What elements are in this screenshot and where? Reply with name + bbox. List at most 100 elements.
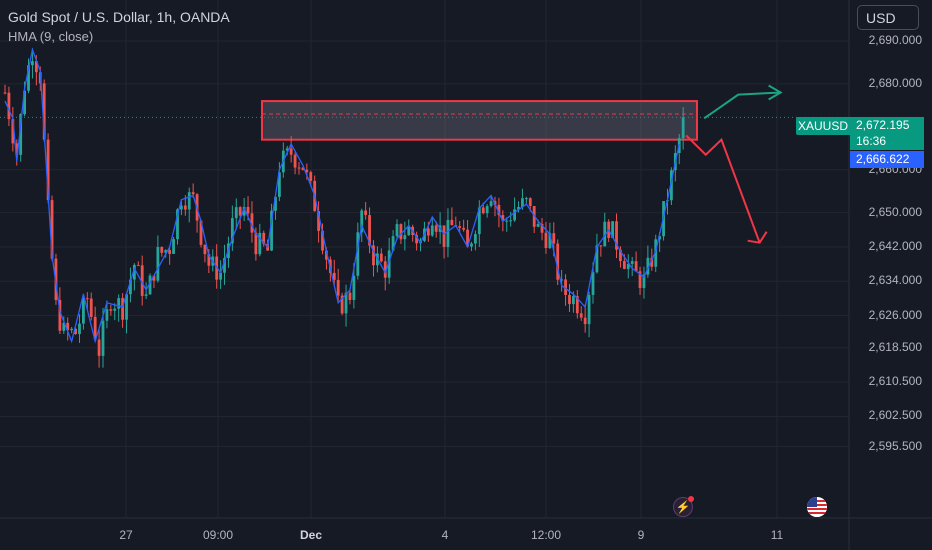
candle-body: [575, 296, 579, 314]
candle-body: [160, 247, 164, 253]
candle-body: [97, 339, 101, 356]
candle-body: [426, 228, 430, 236]
candle-body: [670, 170, 673, 201]
candle-body: [646, 257, 650, 275]
candle-body: [372, 245, 375, 266]
candle-body: [105, 309, 109, 321]
candle-body: [540, 224, 544, 233]
candle-body: [101, 320, 105, 356]
candle-body: [626, 263, 630, 269]
candle-body: [344, 292, 348, 314]
candle-body: [548, 233, 552, 248]
currency-button[interactable]: USD: [857, 5, 919, 30]
candle-body: [477, 207, 481, 235]
x-tick-label: 27: [119, 528, 133, 542]
candle-body: [156, 247, 160, 281]
lightning-icon[interactable]: ⚡: [673, 496, 694, 517]
candle-body: [407, 226, 411, 236]
candle-body: [46, 139, 50, 201]
candle-body: [15, 143, 19, 155]
candle-body: [622, 261, 626, 269]
candle-body: [654, 239, 658, 267]
candle-body: [125, 294, 128, 320]
candle-body: [642, 274, 646, 288]
candle-body: [572, 296, 575, 305]
candle-body: [505, 220, 509, 222]
candle-body: [391, 236, 395, 251]
candle-body: [568, 294, 571, 305]
last-price-value: 2,672.195: [856, 118, 910, 132]
candle-body: [11, 119, 15, 144]
candle-body: [474, 234, 477, 244]
candle-body: [521, 198, 524, 208]
projection-up-arrow: [703, 91, 781, 120]
candle-body: [497, 204, 501, 216]
candle-body: [203, 244, 207, 255]
candle-body: [340, 295, 344, 314]
x-tick-label: 4: [441, 528, 449, 542]
candle-body: [289, 148, 293, 155]
candle-body: [172, 239, 175, 254]
candle-body: [599, 245, 603, 247]
candle-body: [109, 309, 113, 311]
candle-body: [462, 227, 466, 230]
candle-body: [254, 232, 258, 255]
candle-body: [450, 219, 454, 226]
candle-body: [379, 253, 383, 262]
candle-body: [293, 154, 297, 168]
candle-body: [42, 83, 46, 140]
candle-body: [234, 207, 238, 219]
candle-body: [603, 221, 607, 247]
candle-body: [74, 328, 77, 335]
candle-body: [368, 215, 371, 246]
candle-body: [121, 298, 124, 320]
candle-body: [223, 258, 226, 273]
candle-body: [356, 232, 360, 276]
y-tick-label: 2,642.000: [868, 238, 922, 253]
candle-body: [630, 261, 634, 264]
candle-body: [466, 229, 469, 247]
candle-body: [528, 198, 532, 207]
resistance-zone: [261, 100, 698, 141]
candle-body: [517, 207, 520, 210]
last-price-tag: 2,672.195 16:36: [850, 117, 924, 150]
candle-body: [207, 254, 211, 266]
chart-title: Gold Spot / U.S. Dollar, 1h, OANDA: [8, 9, 230, 25]
candle-body: [7, 92, 11, 120]
candle-body: [501, 215, 505, 222]
candle-body: [242, 206, 246, 216]
y-tick-label: 2,650.000: [868, 204, 922, 219]
hma-line: [4, 47, 680, 344]
x-tick-label: Dec: [299, 528, 322, 542]
candle-body: [117, 298, 121, 309]
candle-body: [270, 210, 273, 251]
candle-body: [78, 323, 81, 335]
candle-body: [513, 209, 516, 221]
candle-body: [93, 316, 97, 340]
candle-body: [681, 117, 685, 139]
candle-body: [27, 65, 30, 91]
candle-body: [70, 328, 74, 331]
candle-body: [446, 219, 450, 247]
candle-body: [524, 198, 528, 200]
candle-body: [348, 292, 352, 300]
candle-body: [187, 192, 191, 210]
indicator-label[interactable]: HMA (9, close): [8, 29, 94, 44]
candle-body: [85, 298, 89, 300]
candle-body: [66, 322, 70, 331]
us-flag-icon[interactable]: [807, 497, 827, 517]
candle-body: [325, 250, 328, 260]
candle-body: [168, 250, 172, 254]
notification-dot: [688, 496, 694, 502]
candle-body: [50, 200, 54, 259]
candle-body: [144, 294, 148, 296]
x-tick-label: 9: [637, 528, 645, 542]
candle-body: [129, 279, 132, 295]
candle-body: [113, 308, 117, 311]
candle-body: [595, 245, 599, 273]
candle-body: [442, 225, 446, 247]
candle-body: [297, 167, 301, 169]
candle-body: [132, 264, 136, 280]
candle-body: [89, 298, 93, 317]
